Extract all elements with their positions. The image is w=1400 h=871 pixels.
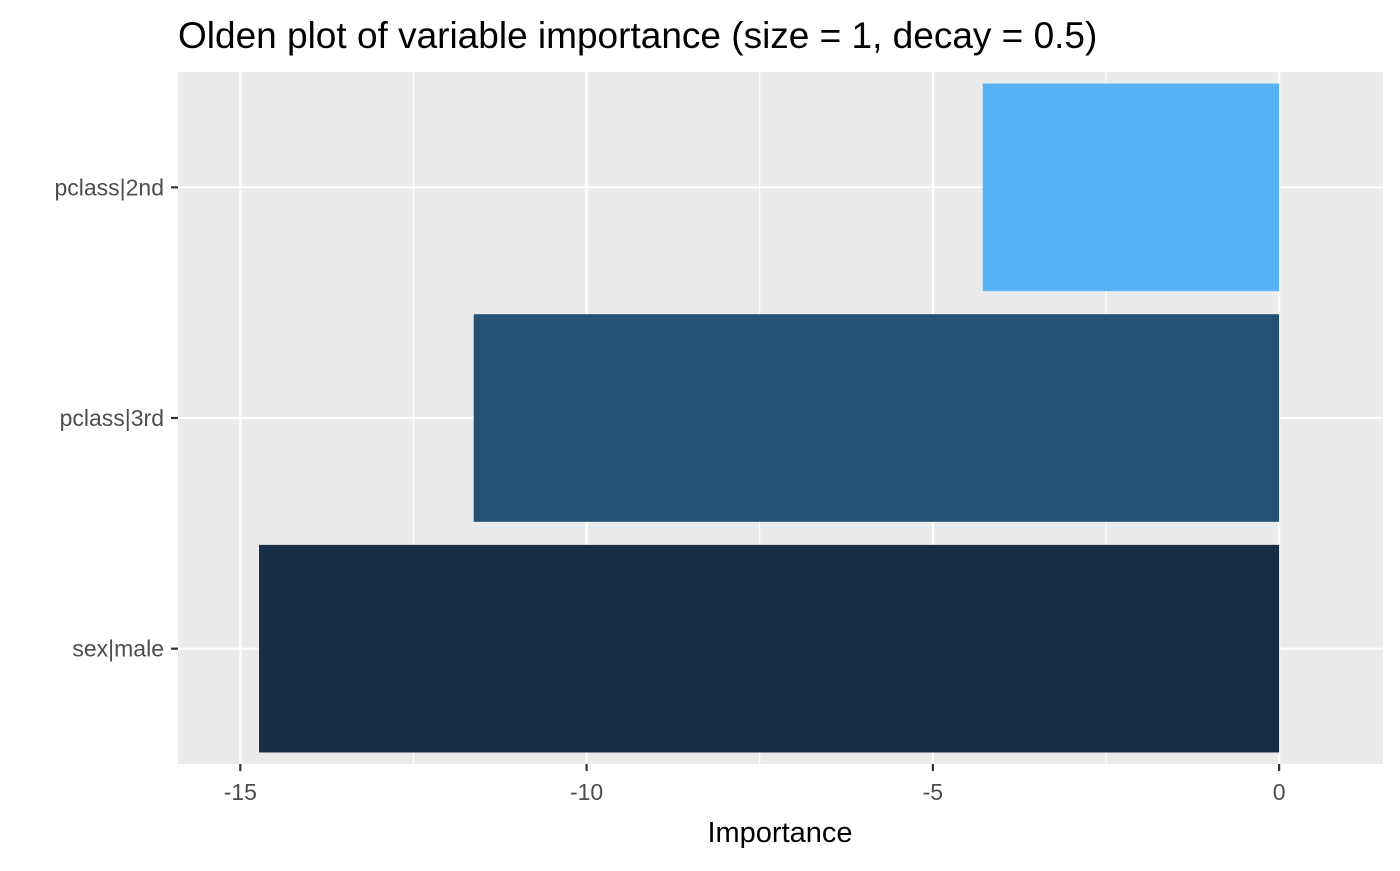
y-tick-label: pclass|2nd: [54, 174, 164, 200]
x-tick-label: -15: [224, 779, 257, 805]
x-axis-title: Importance: [707, 817, 852, 849]
bar-pclass-2nd: [982, 83, 1280, 292]
chart-title: Olden plot of variable importance (size …: [178, 15, 1097, 56]
y-axis: pclass|2nd pclass|3rd sex|male: [54, 174, 178, 662]
x-tick-label: -10: [570, 779, 603, 805]
y-tick-label: sex|male: [72, 636, 164, 662]
x-tick-label: 0: [1273, 779, 1286, 805]
y-tick-label: pclass|3rd: [60, 405, 164, 431]
x-tick-label: -5: [923, 779, 943, 805]
bar-sex-male: [259, 544, 1280, 753]
bars: [259, 83, 1280, 753]
bar-pclass-3rd: [473, 314, 1280, 522]
x-axis: -15 -10 -5 0: [224, 764, 1286, 805]
